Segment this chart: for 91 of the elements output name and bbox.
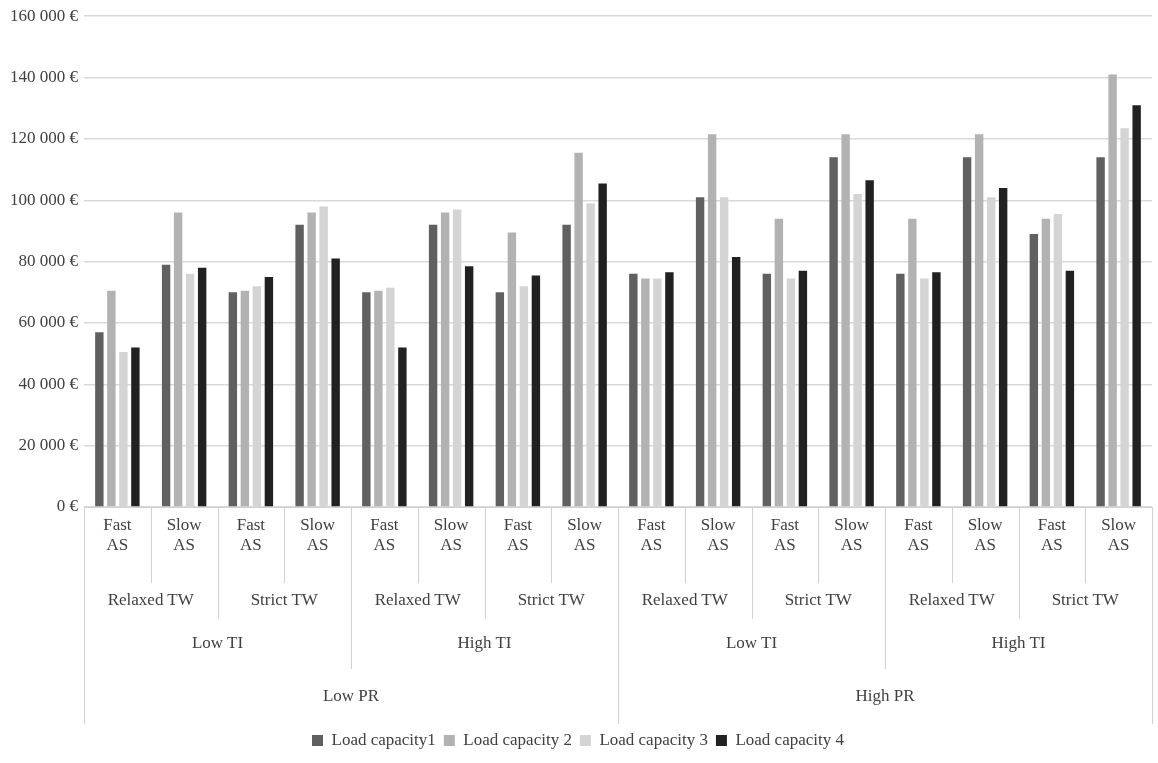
y-tick-label: 160 000 €: [10, 5, 79, 25]
bar: [774, 218, 784, 507]
x-tick-label: Fast AS: [770, 514, 800, 555]
bar: [762, 273, 772, 507]
text: Relaxed TW: [641, 590, 729, 610]
x-tick-label: Slow AS: [834, 514, 870, 555]
legend-label: Load capacity1: [331, 729, 436, 749]
bar: [161, 264, 171, 507]
bar: [1096, 157, 1105, 507]
x-tick-label: Fast AS: [370, 514, 399, 555]
bar: [962, 157, 972, 507]
bar: [841, 134, 850, 507]
y-tick-label: 40 000 €: [18, 373, 79, 393]
bar: [107, 290, 116, 507]
bar: [707, 134, 717, 507]
x-tick-label: Slow AS: [433, 514, 470, 555]
y-tick-label: 140 000 €: [10, 67, 79, 87]
x-tick-label: Slow AS: [300, 514, 336, 555]
bar: [908, 218, 917, 507]
text: Strict TW: [784, 590, 853, 610]
bar: [574, 152, 583, 507]
y-tick-label: 0 €: [56, 496, 79, 516]
x-tick-label: Fast AS: [503, 514, 533, 555]
x-tick-label: Slow AS: [166, 514, 203, 555]
bar: [932, 272, 941, 507]
bar: [374, 290, 383, 507]
legend-label: Load capacity 3: [599, 729, 708, 749]
x-tick-label: Fast AS: [236, 514, 266, 555]
y-tick-label: 20 000 €: [18, 435, 79, 455]
bar: [507, 232, 517, 507]
bar: [641, 278, 650, 507]
bar: [896, 273, 905, 507]
bar: [531, 275, 541, 507]
bar: [829, 157, 838, 507]
bar: [974, 134, 984, 507]
bar: [440, 212, 450, 507]
bar: [998, 187, 1008, 507]
x-tick-label: Fast AS: [1037, 514, 1067, 555]
bar: [398, 347, 407, 507]
bar: [731, 257, 741, 507]
x-tick-label: Slow AS: [967, 514, 1004, 555]
bar: [295, 224, 304, 507]
bar: [495, 292, 505, 507]
legend-label: Load capacity 2: [463, 729, 572, 749]
x-tick-label: Fast AS: [103, 514, 132, 555]
x-tick-label: Fast AS: [904, 514, 933, 555]
bar: [307, 212, 316, 507]
text: Relaxed TW: [908, 590, 996, 610]
bar: [1041, 218, 1051, 507]
y-tick-label: 60 000 €: [18, 312, 79, 332]
bar: [629, 273, 638, 507]
bar: [1108, 74, 1117, 507]
bar: [95, 332, 104, 507]
bar: [1065, 270, 1075, 507]
x-tick-label: Slow AS: [1101, 514, 1137, 555]
bar: [428, 224, 438, 507]
text: High TI: [457, 633, 512, 653]
bar: [464, 266, 474, 507]
bar: [228, 292, 238, 507]
bar: [362, 292, 371, 507]
bar: [240, 290, 250, 507]
y-tick-label: 100 000 €: [10, 189, 79, 209]
bar: [695, 197, 705, 507]
text: Low TI: [725, 633, 778, 653]
bar: [598, 183, 607, 507]
bar: [197, 267, 207, 507]
legend-label: Load capacity 4: [735, 729, 845, 749]
text: Relaxed TW: [107, 590, 195, 610]
y-tick-label: 120 000 €: [10, 128, 79, 148]
bar: [1132, 105, 1141, 507]
x-tick-label: Slow AS: [567, 514, 603, 555]
bar: [331, 258, 340, 507]
text: Strict TW: [1051, 590, 1120, 610]
bar: [562, 224, 571, 507]
text: Low TI: [191, 633, 244, 653]
bar: [665, 272, 674, 507]
text: High PR: [855, 685, 916, 705]
text: Strict TW: [250, 590, 319, 610]
text: Low PR: [322, 685, 380, 705]
text: Strict TW: [517, 590, 586, 610]
bar: [798, 270, 808, 507]
x-tick-label: Fast AS: [637, 514, 666, 555]
bar: [865, 180, 874, 507]
bar: [1029, 233, 1039, 507]
bar: [264, 276, 274, 507]
x-tick-label: Slow AS: [700, 514, 737, 555]
y-tick-label: 80 000 €: [18, 251, 79, 271]
bar: [173, 212, 183, 507]
text: Relaxed TW: [374, 590, 462, 610]
bar: [131, 347, 140, 507]
text: High TI: [991, 633, 1046, 653]
